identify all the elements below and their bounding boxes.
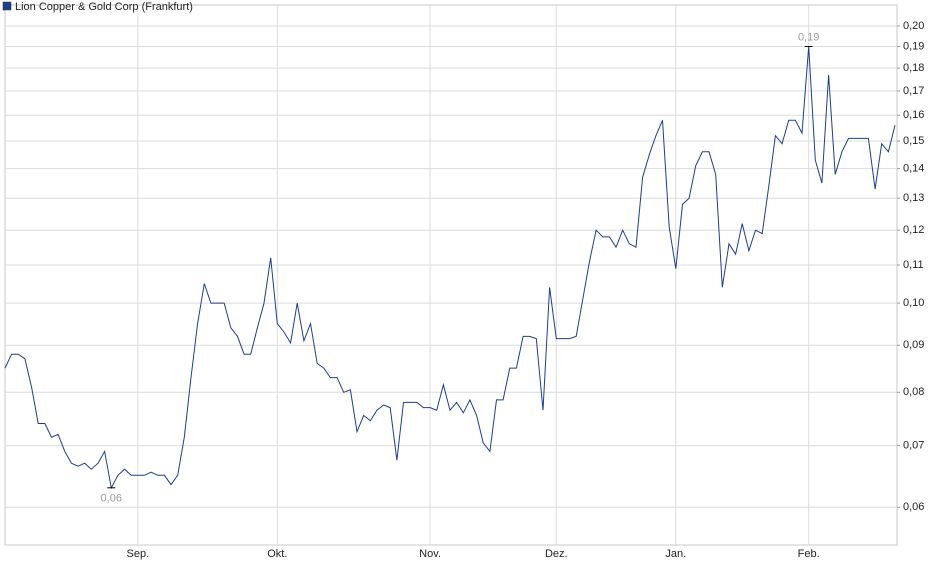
y-tick-label: 0,06 [903, 501, 924, 513]
value-label: 0,19 [798, 31, 819, 43]
y-tick-label: 0,07 [903, 440, 924, 452]
y-tick-label: 0,09 [903, 339, 924, 351]
x-tick-label: Okt. [267, 548, 287, 560]
legend-label: Lion Copper & Gold Corp (Frankfurt) [15, 1, 193, 13]
y-tick-label: 0,20 [903, 20, 924, 32]
y-tick-label: 0,15 [903, 135, 924, 147]
y-tick-label: 0,18 [903, 62, 924, 74]
y-tick-label: 0,14 [903, 163, 924, 175]
y-tick-label: 0,17 [903, 85, 924, 97]
y-tick-label: 0,11 [903, 259, 924, 271]
y-tick-label: 0,12 [903, 224, 924, 236]
x-tick-label: Feb. [798, 548, 820, 560]
plot-frame [4, 4, 898, 546]
y-tick-label: 0,10 [903, 297, 924, 309]
x-tick-label: Dez. [545, 548, 568, 560]
x-tick-label: Sep. [127, 548, 150, 560]
y-tick-label: 0,13 [903, 192, 924, 204]
x-tick-label: Nov. [419, 548, 441, 560]
y-tick-label: 0,08 [903, 386, 924, 398]
y-tick-label: 0,19 [903, 40, 924, 52]
y-tick-label: 0,16 [903, 109, 924, 121]
x-tick-label: Jan. [665, 548, 686, 560]
legend-swatch [2, 1, 12, 11]
price-line [4, 46, 896, 490]
value-label: 0,06 [101, 493, 122, 505]
